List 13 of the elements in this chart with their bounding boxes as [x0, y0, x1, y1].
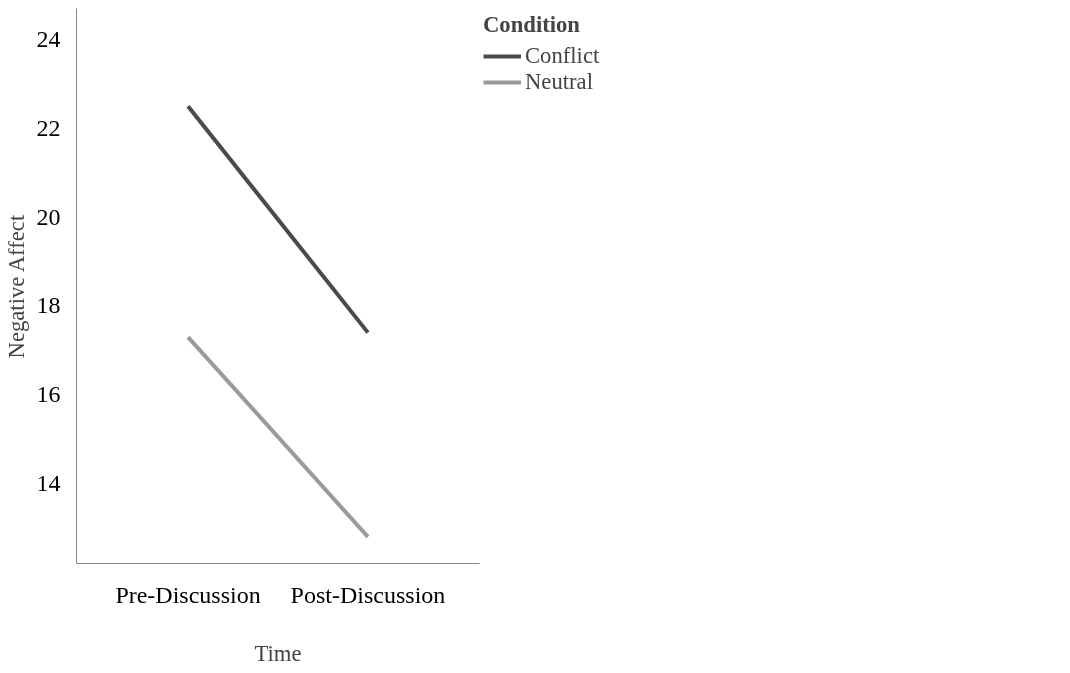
- x-tick-label: Post-Discussion: [290, 581, 446, 608]
- y-tick-label: 18: [36, 292, 61, 319]
- y-axis-title: Negative Affect: [3, 214, 29, 359]
- legend-label: Neutral: [525, 69, 593, 95]
- y-tick-label: 24: [36, 26, 61, 53]
- legend-title: Condition: [483, 12, 581, 38]
- y-tick-label: 16: [36, 381, 61, 408]
- y-tick-label: 20: [36, 203, 61, 230]
- x-tick-label: Pre-Discussion: [115, 581, 261, 608]
- legend-label: Conflict: [525, 43, 600, 69]
- y-tick-label: 14: [36, 470, 61, 497]
- x-axis-title: Time: [254, 640, 302, 666]
- y-tick-label: 22: [36, 114, 61, 141]
